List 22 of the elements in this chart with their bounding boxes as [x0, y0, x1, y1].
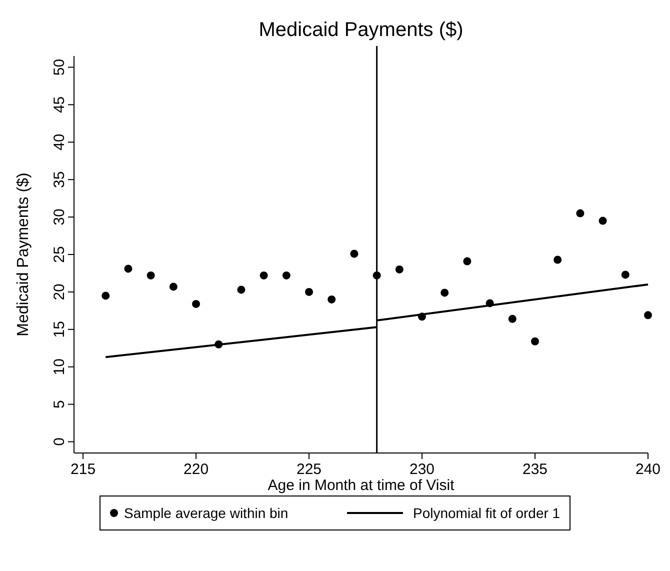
y-tick-label: 15 [51, 321, 68, 338]
y-tick-label: 0 [51, 438, 68, 446]
y-tick-label: 45 [51, 96, 68, 114]
chart-title: Medicaid Payments ($) [258, 19, 464, 41]
y-tick-label: 10 [51, 358, 68, 376]
x-tick-label: 230 [410, 461, 435, 478]
y-tick-label: 40 [51, 134, 68, 150]
legend-label: Sample average within bin [124, 505, 288, 521]
y-tick-label: 35 [51, 171, 68, 188]
legend-label: Polynomial fit of order 1 [413, 505, 560, 521]
y-tick-label: 50 [51, 58, 68, 76]
x-tick-label: 220 [184, 461, 209, 478]
y-tick-label: 30 [51, 208, 68, 226]
y-tick-label: 25 [51, 246, 68, 263]
x-tick-label: 240 [635, 461, 661, 478]
y-tick-label: 5 [51, 400, 68, 408]
x-axis-title: Age in Month at time of Visit [268, 477, 456, 494]
x-tick-label: 215 [70, 461, 96, 478]
y-axis-title: Medicaid Payments ($) [15, 172, 32, 336]
x-tick-label: 225 [296, 461, 322, 478]
y-tick-label: 20 [51, 284, 68, 300]
x-tick-label: 235 [522, 461, 548, 478]
